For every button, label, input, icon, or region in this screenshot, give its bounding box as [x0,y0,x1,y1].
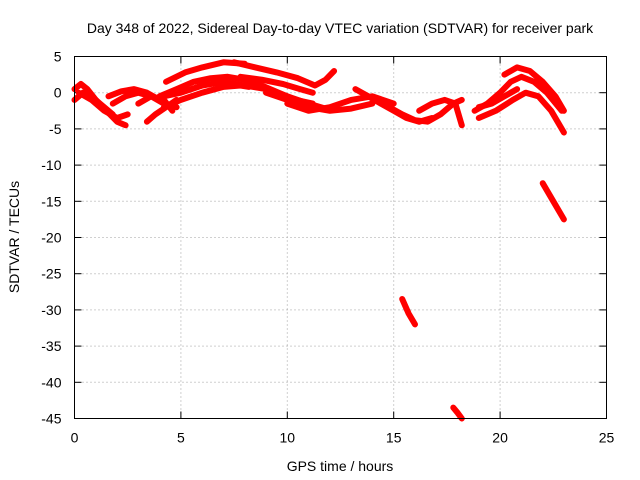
series-arc-25 [450,404,465,422]
x-tick-label: 20 [492,430,508,446]
series-arc-12 [231,59,338,89]
x-tick-label: 10 [280,430,296,446]
y-tick-label: -40 [41,374,61,390]
y-tick-label: -5 [49,121,62,137]
y-tick-label: 0 [54,85,62,101]
y-tick-label: -30 [41,302,61,318]
chart-title: Day 348 of 2022, Sidereal Day-to-day VTE… [87,20,594,36]
x-tick-label: 0 [71,430,79,446]
series-arc-24 [399,296,418,328]
grid-lines [74,56,607,419]
plot-frame [74,56,607,419]
y-tick-label: -10 [41,157,61,173]
series-arc-3 [75,89,131,121]
x-tick-label: 25 [599,430,615,446]
y-tick-label: 5 [54,49,62,65]
series-arc-23 [539,180,567,223]
y-tick-label: -20 [41,230,61,246]
y-tick-label: -15 [41,193,61,209]
y-tick-label: -45 [41,411,61,427]
series-arc-22 [475,86,521,111]
y-tick-labels: 5 0 -5 -10 -15 -20 -25 -30 -35 -40 -45 [41,49,61,427]
series-arc-13 [237,73,316,96]
y-axis-label: SDTVAR / TECUs [6,181,22,293]
series-arc-18 [416,96,465,129]
series-arc-20 [475,89,567,136]
y-tick-label: -25 [41,266,61,282]
data-traces [71,59,567,422]
x-axis-label: GPS time / hours [287,458,394,474]
x-tick-labels: 0 5 10 15 20 25 [71,430,615,446]
y-tick-label: -35 [41,338,61,354]
series-arc-21 [501,64,567,114]
series-arc-10 [160,78,329,112]
x-tick-label: 15 [386,430,402,446]
series-arc-11 [163,59,248,85]
x-tick-label: 5 [177,430,185,446]
